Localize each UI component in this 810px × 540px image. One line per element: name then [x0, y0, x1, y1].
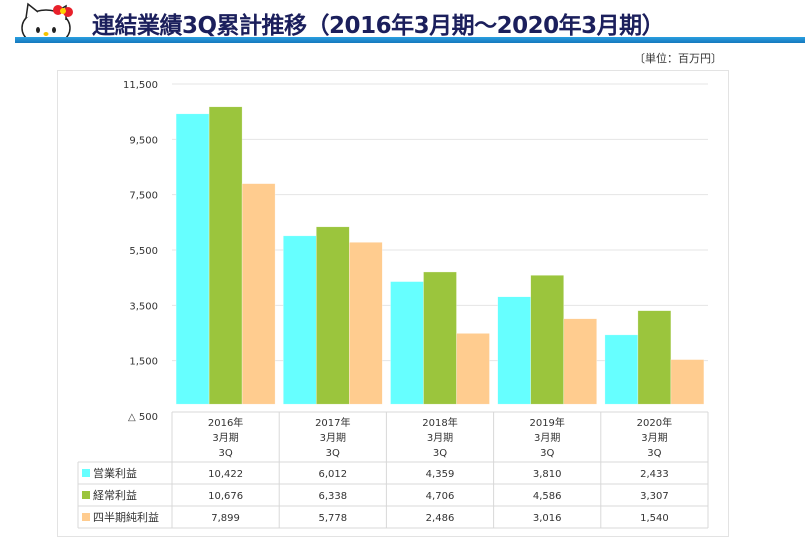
x-category-label: 2020年: [637, 416, 672, 429]
bar-3: [456, 333, 490, 405]
x-category-label: 3月期: [534, 432, 560, 444]
x-category-label: 2017年: [315, 416, 350, 429]
bar-3: [670, 359, 705, 405]
data-label: 10,676: [208, 491, 243, 502]
y-tick-label: 11,500: [123, 80, 158, 91]
y-tick-label: 3,500: [129, 301, 158, 312]
x-category-label: 3月期: [427, 432, 453, 444]
data-label: 2,486: [426, 513, 455, 524]
data-label: 4,586: [533, 491, 562, 502]
x-category-label: 3Q: [326, 448, 340, 459]
unit-label: 〔単位：百万円〕: [634, 52, 722, 65]
bar-2: [423, 271, 457, 405]
data-label: 5,778: [318, 513, 347, 524]
bar-2: [316, 226, 350, 405]
chart-frame: [57, 70, 729, 537]
data-label: 3,307: [640, 491, 669, 502]
data-label: 4,359: [426, 469, 455, 480]
bar-2: [530, 275, 564, 405]
x-category-label: 3月期: [641, 432, 667, 444]
data-label: 4,706: [426, 491, 455, 502]
bar-3: [563, 318, 597, 405]
bar-1: [175, 113, 210, 405]
data-label: 6,012: [318, 469, 347, 480]
y-tick-label: 7,500: [129, 191, 158, 202]
bar-1: [497, 296, 531, 405]
bar-1: [390, 281, 424, 405]
y-tick-label: 9,500: [129, 135, 158, 146]
data-label: 7,899: [211, 513, 240, 524]
data-label: 6,338: [318, 491, 347, 502]
bar-2: [637, 310, 672, 405]
bar-3: [349, 242, 383, 405]
y-tick-label: 1,500: [129, 357, 158, 368]
x-category-label: 3Q: [218, 448, 232, 459]
x-category-label: 3月期: [320, 432, 346, 444]
x-category-label: 2019年: [529, 416, 564, 429]
legend-swatch-1: [82, 469, 90, 477]
bar-1: [604, 334, 639, 405]
x-category-label: 3月期: [212, 432, 238, 444]
y-tick-label: △ 500: [128, 412, 158, 423]
bar-2: [208, 106, 243, 405]
legend-label: 経常利益: [93, 488, 137, 502]
legend-label: 四半期純利益: [93, 510, 159, 524]
page-title: 連結業績3Q累計推移（2016年3月期～2020年3月期）: [92, 13, 665, 39]
title-underline: [15, 37, 805, 43]
data-label: 2,433: [640, 469, 669, 480]
legend-label: 営業利益: [93, 466, 137, 480]
legend-swatch-3: [82, 513, 90, 521]
x-category-label: 3Q: [540, 448, 554, 459]
x-category-label: 2016年: [208, 416, 243, 429]
data-label: 1,540: [640, 513, 669, 524]
bar-3: [241, 183, 276, 405]
x-category-label: 3Q: [433, 448, 447, 459]
x-category-label: 2018年: [422, 416, 457, 429]
x-category-label: 3Q: [647, 448, 661, 459]
data-label: 10,422: [208, 469, 243, 480]
bar-1: [283, 235, 317, 405]
y-tick-label: 5,500: [129, 246, 158, 257]
legend-swatch-2: [82, 491, 90, 499]
data-label: 3,810: [533, 469, 562, 480]
data-label: 3,016: [533, 513, 562, 524]
